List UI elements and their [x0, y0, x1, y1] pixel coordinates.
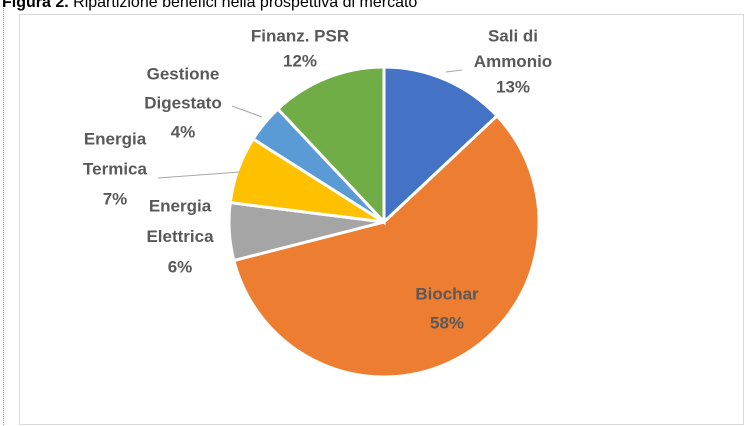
- slice-label: Sali di: [488, 26, 538, 45]
- slice-label: Elettrica: [146, 227, 214, 246]
- slice-value-label: 13%: [496, 77, 530, 96]
- slice-value-label: 58%: [430, 313, 464, 332]
- leader-line: [445, 69, 463, 73]
- slice-label: Digestato: [144, 93, 221, 112]
- slice-label: Biochar: [415, 284, 479, 303]
- slice-label: Energia: [84, 129, 147, 148]
- slice-value-label: 7%: [103, 189, 128, 208]
- pie-slice: [232, 113, 541, 379]
- slice-label: Energia: [149, 196, 212, 215]
- slice-label: Gestione: [147, 64, 220, 83]
- slice-label: Ammonio: [474, 52, 552, 71]
- pie-slice: [382, 65, 500, 226]
- leader-line: [231, 105, 263, 118]
- slice-label: Termica: [83, 159, 147, 178]
- chart-title: Figura 2. Ripartizione benefici nella pr…: [2, 0, 417, 11]
- slice-value-label: 6%: [168, 257, 193, 276]
- leader-line: [157, 171, 241, 179]
- slice-value-label: 4%: [171, 122, 196, 141]
- slice-value-label: 12%: [283, 51, 317, 70]
- pie-slice: [275, 65, 386, 226]
- slice-label: Finanz. PSR: [251, 26, 349, 45]
